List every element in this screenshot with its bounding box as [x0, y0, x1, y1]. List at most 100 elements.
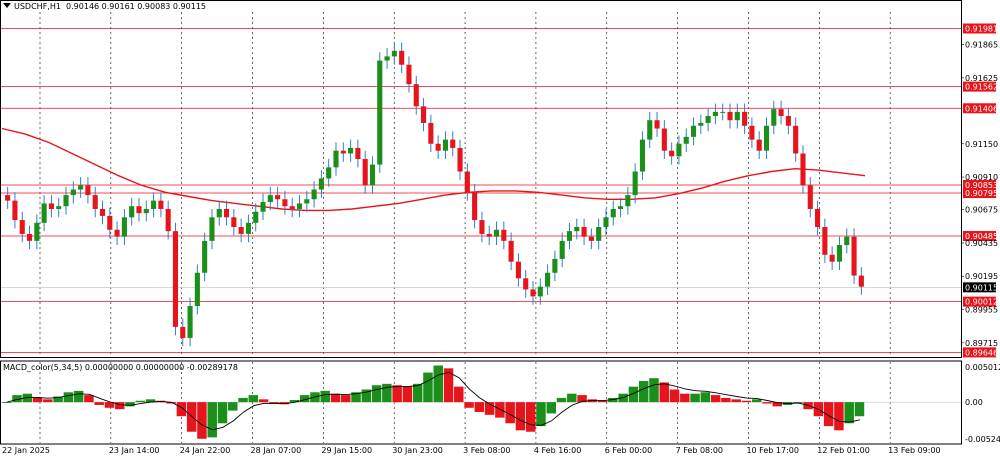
horizontal-levels-layer — [1, 28, 961, 353]
candle-body — [661, 128, 667, 151]
candle-body — [844, 236, 850, 246]
macd-histogram-bar — [669, 389, 680, 403]
macd-histogram-bar — [341, 395, 351, 403]
candle-body — [369, 164, 376, 186]
x-tick-label: 3 Feb 08:00 — [463, 446, 510, 455]
current-price-tag — [963, 282, 996, 293]
candle-body — [647, 120, 653, 140]
macd-histogram-bar — [762, 402, 772, 404]
macd-histogram-bar — [515, 402, 526, 431]
candle-body — [114, 229, 120, 237]
level-price-tag — [963, 296, 996, 307]
macd-histogram-bar — [12, 395, 22, 403]
candle-body — [253, 211, 259, 223]
macd-histogram-bar — [495, 402, 505, 418]
macd-histogram-bar — [556, 397, 567, 403]
candle-body — [231, 217, 237, 227]
candle-body — [121, 217, 127, 237]
candle-body — [756, 139, 762, 151]
candle-body — [858, 275, 864, 287]
x-tick-label: 30 Jan 23:00 — [392, 446, 443, 455]
y-tick-label: 0.90435 — [965, 239, 998, 248]
dropdown-triangle-icon[interactable] — [3, 3, 11, 8]
macd-histogram-bar — [649, 378, 659, 403]
macd-histogram-bar — [320, 390, 330, 403]
candle-body — [333, 150, 339, 168]
candle-body — [406, 64, 412, 85]
candle-body — [596, 227, 602, 241]
candle-body — [574, 227, 580, 232]
level-price-label: 0.91562 — [965, 83, 998, 92]
y-tick-label: 0.91150 — [965, 140, 998, 149]
candle-body — [720, 111, 726, 113]
candle-body — [690, 125, 697, 137]
macd-histogram-bar — [659, 382, 669, 403]
macd-histogram-bar — [474, 402, 485, 413]
symbol-label: USDCHF,H1 — [14, 2, 61, 11]
candle-body — [34, 222, 40, 241]
candle-body — [639, 139, 646, 172]
candle-body — [442, 139, 448, 151]
macd-histogram-bar — [834, 402, 844, 431]
y-tick-label: 0.90675 — [965, 206, 998, 215]
level-price-tag — [963, 188, 996, 199]
y-tick-label: 0.91865 — [965, 41, 998, 50]
candle-body — [763, 125, 770, 151]
candle-body — [377, 60, 383, 165]
candle-body — [457, 147, 463, 172]
candle-body — [683, 136, 689, 144]
macd-histogram-bar — [2, 402, 12, 403]
candle-body — [450, 139, 456, 148]
candle-body — [216, 208, 222, 218]
macd-histogram-bar — [484, 402, 495, 415]
candle-body — [435, 143, 441, 151]
macd-histogram-bar — [22, 393, 33, 403]
macd-histogram-bar — [412, 383, 423, 403]
candle-body — [603, 217, 609, 227]
macd-histogram-bar — [680, 393, 690, 403]
candle-body — [12, 200, 18, 221]
macd-histogram-bar — [443, 368, 454, 403]
candle-body — [391, 50, 397, 57]
candle-body — [785, 116, 791, 126]
candle-body — [304, 199, 310, 204]
candle-body — [654, 120, 660, 129]
x-tick-label: 12 Feb 01:00 — [817, 446, 869, 455]
candle-body — [515, 261, 521, 279]
y-tick-label: 0.90195 — [965, 272, 998, 281]
candle-body — [771, 109, 777, 126]
candle-body — [245, 222, 251, 234]
candle-body — [136, 206, 142, 214]
macd-histogram-bar — [638, 381, 649, 403]
candles-layer — [5, 42, 864, 347]
macd-histogram-bar — [741, 400, 752, 403]
macd-histogram-bar — [505, 402, 515, 424]
level-price-tag — [963, 23, 996, 34]
candle-body — [78, 185, 84, 190]
macd-y-tick-label: 0.00 — [965, 398, 983, 407]
x-tick-label: 28 Jan 07:00 — [251, 446, 302, 455]
macd-histogram-bar — [84, 395, 94, 403]
y-tick-label: 0.91625 — [965, 74, 998, 83]
x-tick-label: 22 Jan 2025 — [2, 446, 50, 455]
macd-histogram-bar — [289, 400, 300, 403]
macd-histogram-bar — [700, 392, 711, 403]
macd-histogram-bar — [454, 386, 464, 403]
macd-histogram-bar — [854, 402, 865, 417]
macd-layer — [1, 365, 961, 439]
candle-body — [705, 116, 711, 123]
macd-histogram-bar — [73, 390, 84, 403]
macd-histogram-bar — [115, 402, 125, 410]
level-price-tag — [963, 347, 996, 358]
moving-average-layer — [1, 127, 866, 212]
macd-histogram-bar — [32, 397, 43, 403]
macd-signal-line — [6, 371, 860, 431]
candle-body — [559, 240, 565, 259]
macd-histogram-bar — [94, 402, 104, 405]
macd-histogram-bar — [279, 402, 289, 405]
candle-body — [355, 147, 361, 160]
candle-body — [479, 220, 485, 234]
candle-body — [180, 326, 186, 338]
candle-body — [348, 147, 354, 154]
